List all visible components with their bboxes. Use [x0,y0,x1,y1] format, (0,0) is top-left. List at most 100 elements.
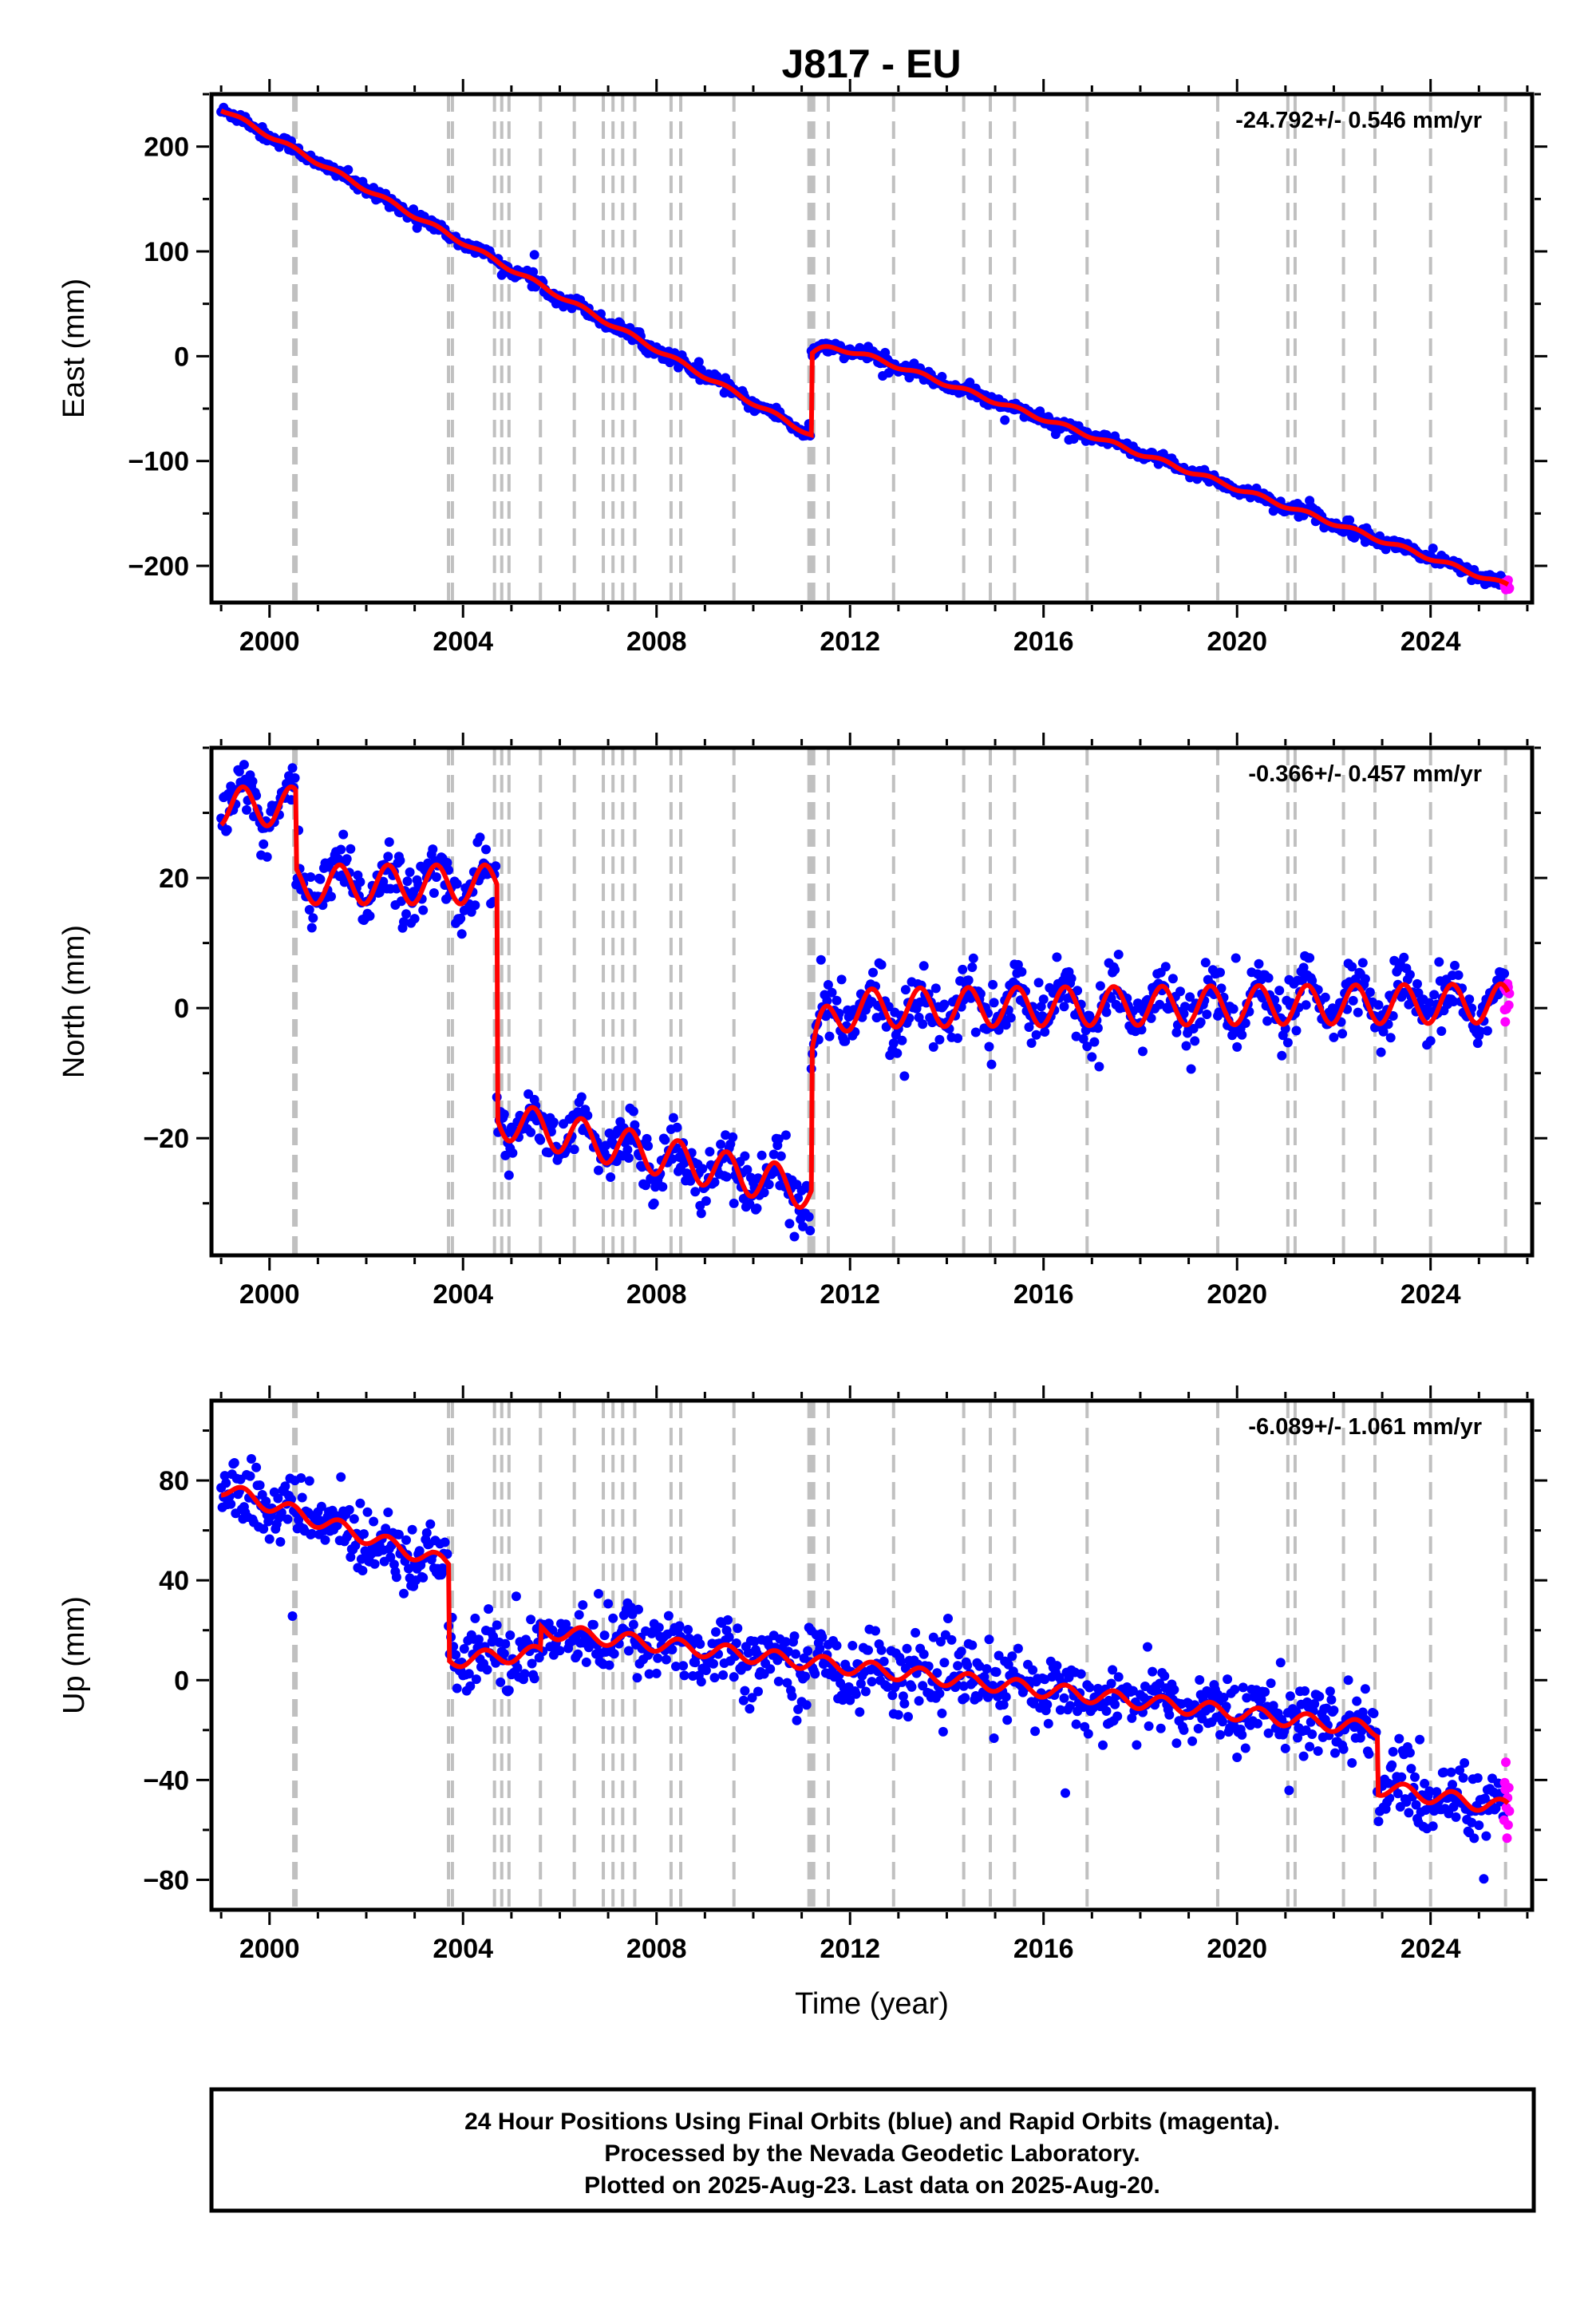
data-point [1347,1758,1357,1768]
data-point [900,985,911,995]
data-point [984,1041,994,1052]
data-point [1275,1658,1286,1668]
data-point [290,773,300,783]
data-point [628,1619,638,1630]
data-point [1474,1820,1484,1831]
data-point [679,1670,689,1681]
data-point [1031,1030,1041,1040]
data-point [1028,1665,1038,1675]
data-point [1223,1674,1233,1685]
data-point [1202,1010,1212,1019]
data-point [1411,1800,1421,1810]
data-point [482,1665,492,1675]
data-point [667,1645,678,1654]
data-point [336,844,346,855]
data-point [982,1664,992,1674]
data-point [1481,1831,1491,1841]
data-point [355,877,365,887]
data-point [1434,957,1444,967]
data-point [622,1144,633,1155]
data-point [815,1643,825,1654]
data-point [1030,1726,1041,1737]
y-tick-label: −40 [143,1765,189,1796]
data-point [782,1678,792,1688]
rapid-point [1504,1806,1515,1816]
y-tick-label: 80 [159,1466,189,1496]
data-point [1472,1038,1483,1049]
data-point [1357,1725,1367,1736]
data-point [1253,1718,1262,1729]
data-point [810,1669,820,1679]
data-point [1052,952,1062,962]
data-point [409,204,419,215]
data-point [1298,962,1309,973]
data-point [855,1678,866,1689]
data-point [395,856,405,866]
data-point [459,1644,469,1654]
data-point [1307,975,1317,986]
data-point [1024,1022,1034,1032]
data-point [743,1648,753,1658]
data-point [851,1689,861,1699]
data-point [425,1519,436,1529]
data-point [747,1693,757,1703]
data-point [384,837,394,848]
data-point [1475,1026,1485,1037]
data-point [695,1639,705,1649]
data-point [817,1632,828,1642]
data-point [1076,1669,1086,1679]
data-point [634,1604,643,1614]
data-point [470,1613,480,1623]
data-point [504,1686,514,1695]
data-point [1113,950,1124,959]
y-tick-label: 40 [159,1566,189,1596]
data-point [988,979,998,990]
model-line-up [221,1484,1510,1813]
x-tick-label: 2012 [820,1934,880,1964]
data-point [1429,990,1440,1000]
data-point [1376,1047,1386,1057]
data-point [1446,1767,1456,1777]
data-point [362,1507,373,1517]
data-point [465,1681,476,1691]
data-point [1089,1037,1100,1047]
data-point [745,1199,755,1209]
data-point [1396,1772,1407,1782]
data-point [958,1681,969,1691]
model-line-east [219,109,1510,587]
data-point [1003,1659,1013,1670]
data-point [729,1672,739,1682]
data-point [967,1640,978,1650]
rate-label: -0.366+/- 0.457 mm/yr [1248,761,1482,787]
x-tick-label: 2024 [1400,1279,1461,1310]
final-orbit-points-up [216,1454,1510,1884]
data-point [967,962,978,972]
data-point [824,1031,835,1041]
data-point [792,1715,802,1725]
data-point [1221,1701,1231,1712]
data-point [628,1106,638,1117]
data-point [1071,1719,1081,1729]
data-point [1005,1013,1016,1023]
data-point [245,1471,255,1481]
data-point [1353,1007,1363,1018]
data-point [1330,1748,1340,1758]
data-point [1266,1678,1276,1689]
data-point [798,1221,808,1231]
data-point [935,1637,946,1647]
data-point [827,987,837,998]
data-point [1277,1050,1287,1061]
data-point [264,1534,275,1544]
data-point [653,1653,663,1663]
data-point [369,1516,379,1527]
y-tick-label: −20 [143,1124,189,1154]
data-point [1110,1699,1120,1709]
data-point [496,1677,506,1687]
data-point [365,911,375,921]
data-point [1144,1721,1154,1731]
y-tick-label: 20 [159,864,189,894]
data-point [535,1135,546,1145]
data-point [1230,1685,1240,1694]
data-point [320,1535,330,1545]
